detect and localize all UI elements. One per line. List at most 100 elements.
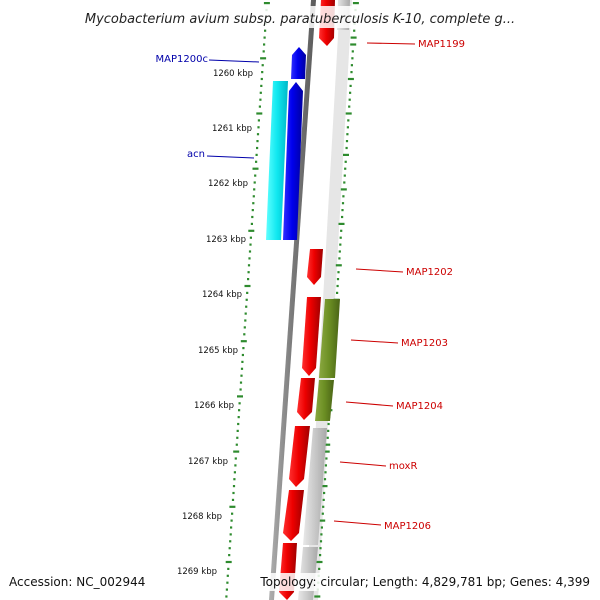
ring-dot [341, 215, 344, 219]
kbp-label-1261: 1261 kbp [212, 124, 252, 134]
kbp-label-1266: 1266 kbp [194, 401, 234, 411]
gene-map1203-arrow[interactable] [302, 297, 321, 376]
footer-backdrop-left [6, 573, 156, 591]
ring-dot [237, 422, 240, 426]
ring-dot [231, 512, 234, 515]
ring-dot [335, 264, 342, 267]
gene-map1204-arrow[interactable] [297, 378, 315, 420]
ring-dot [345, 140, 349, 143]
ring-dot [344, 167, 347, 170]
ring-dot [337, 271, 340, 274]
ring-dot [243, 326, 246, 329]
ring-dot [245, 298, 248, 301]
ring-dot [261, 71, 264, 74]
gene-next-arrow[interactable] [279, 543, 297, 600]
gene-label-acn[interactable]: acn [187, 149, 205, 160]
gene-label-map1204[interactable]: MAP1204 [396, 401, 443, 412]
ring-dot [339, 243, 342, 246]
gene-moxr-grey-block[interactable] [303, 428, 327, 545]
ring-dot [342, 195, 345, 198]
ring-dot [263, 43, 266, 46]
ring-dot [352, 2, 359, 5]
ring-dot [351, 57, 354, 60]
ring-dot [249, 243, 252, 246]
ring-dot [350, 43, 357, 46]
gene-map1203-olive-block[interactable] [319, 299, 340, 378]
ring-dot [241, 360, 244, 363]
gene-map1206-arrow[interactable] [283, 490, 304, 541]
ring-dot [238, 409, 241, 412]
ring-dot [232, 485, 236, 488]
ring-dot [251, 209, 254, 212]
ring-dot [324, 443, 331, 446]
ring-dot [260, 57, 267, 60]
ring-dot [247, 278, 250, 281]
ring-dot [320, 526, 323, 529]
ring-dot [348, 98, 351, 101]
ring-dot [230, 526, 233, 529]
gene-acn-arrow[interactable] [283, 82, 303, 240]
ring-dot [260, 84, 263, 87]
topology-text: Topology: circular; Length: 4,829,781 bp… [259, 575, 590, 589]
gene-label-moxr[interactable]: moxR [389, 461, 417, 472]
ring-dot [314, 595, 321, 598]
ring-dot [256, 146, 259, 150]
ring-dot [234, 457, 237, 460]
gene-map1200c-arrow[interactable] [291, 47, 306, 79]
inner-ring-dotted [225, 2, 270, 598]
ring-dot [347, 119, 350, 122]
ring-dot [225, 588, 228, 591]
ring-dot [227, 567, 230, 570]
ring-dot [321, 512, 324, 515]
gene-label-map1202[interactable]: MAP1202 [406, 267, 453, 278]
kbp-label-1263: 1263 kbp [206, 235, 246, 245]
gene-moxr-arrow[interactable] [289, 426, 310, 487]
gene-label-map1203[interactable]: MAP1203 [401, 338, 448, 349]
ring-dot [257, 126, 260, 129]
ring-dot [229, 533, 232, 536]
ring-dot [252, 167, 259, 170]
ring-dot [326, 436, 329, 439]
ring-dot [344, 160, 347, 163]
ring-dot [319, 547, 322, 550]
ring-dot [324, 471, 327, 474]
ring-dot [346, 126, 349, 129]
footer-backdrop-right [258, 573, 594, 591]
ring-dot [319, 540, 323, 543]
ring-dot [340, 188, 347, 191]
ring-dot [339, 236, 342, 239]
ring-dot [338, 257, 341, 260]
ring-dot [251, 215, 254, 219]
ring-dot [239, 381, 243, 384]
ring-dot [226, 574, 229, 577]
ring-dot [346, 133, 349, 136]
kbp-label-1269: 1269 kbp [177, 567, 217, 577]
ring-dot [238, 402, 241, 405]
ring-dot [237, 395, 243, 398]
ring-dot [240, 340, 247, 343]
ring-dot [236, 429, 239, 432]
ring-dot [249, 236, 252, 239]
gene-label-map1200c[interactable]: MAP1200c [156, 54, 208, 65]
gene-acn-cyan-block[interactable] [266, 81, 288, 240]
ring-dot [255, 153, 258, 156]
ring-dot [262, 50, 265, 53]
ring-dot [325, 457, 328, 460]
gene-map1204-olive-block[interactable] [315, 380, 334, 421]
ring-dot [247, 264, 251, 267]
ring-dot [250, 222, 253, 225]
ring-dot [259, 98, 262, 101]
ring-dot [343, 153, 349, 156]
ring-dot [341, 202, 345, 205]
gene-label-map1206[interactable]: MAP1206 [384, 521, 431, 532]
gene-map1202-arrow[interactable] [307, 249, 323, 285]
ring-dot [349, 84, 352, 87]
ring-dot [323, 491, 326, 495]
ring-dot [261, 64, 264, 67]
gene-label-map1199[interactable]: MAP1199 [418, 39, 465, 50]
kbp-label-1262: 1262 kbp [208, 179, 248, 189]
ring-dot [253, 181, 256, 184]
ring-dot [233, 450, 240, 453]
kbp-label-1267: 1267 kbp [188, 457, 228, 467]
